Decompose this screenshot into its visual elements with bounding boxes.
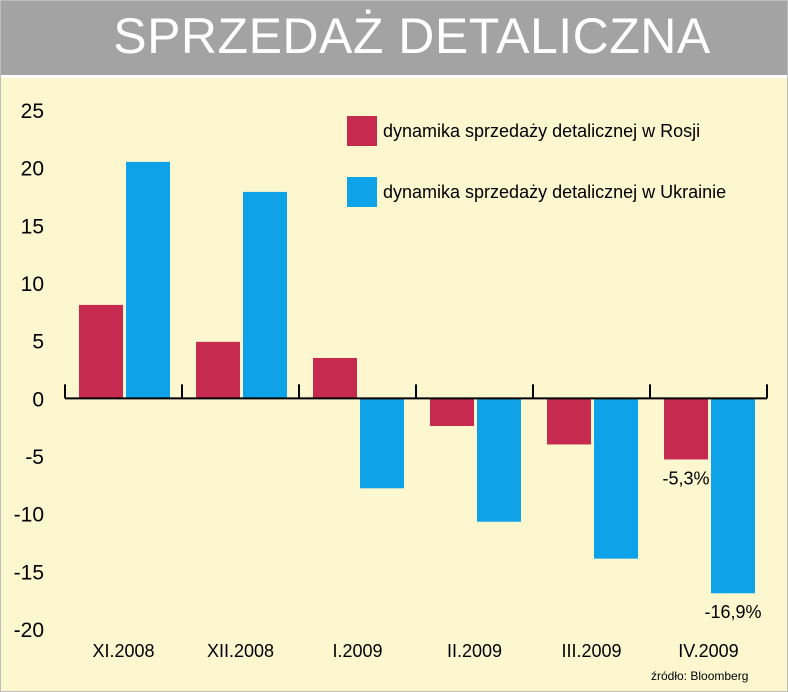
bar-ukraine: [360, 398, 404, 489]
bar-ukraine: [711, 398, 755, 594]
bar-russia: [664, 398, 708, 460]
bar-ukraine: [477, 398, 521, 522]
data-label: -16,9%: [704, 602, 761, 622]
y-tick-label: 20: [21, 158, 44, 181]
bar-ukraine: [594, 398, 638, 559]
x-tick-label: II.2009: [447, 641, 502, 661]
y-tick-label: 25: [21, 100, 44, 123]
bar-russia: [196, 341, 240, 399]
y-tick-label: 15: [21, 215, 44, 238]
bar-russia: [430, 398, 474, 427]
bar-russia: [313, 357, 357, 399]
legend-label-russia: dynamika sprzedaży detalicznej w Rosji: [383, 121, 701, 141]
x-tick-label: IV.2009: [678, 641, 738, 661]
y-tick-label: -5: [25, 446, 44, 469]
bar-ukraine: [126, 161, 170, 399]
bar-russia: [79, 304, 123, 399]
title-divider: [1, 75, 787, 78]
y-tick-label: -15: [14, 561, 44, 584]
chart-title: SPRZEDAŻ DETALICZNA: [113, 8, 711, 64]
x-tick-label: XII.2008: [207, 641, 274, 661]
y-tick-label: -10: [14, 504, 44, 527]
data-label: -5,3%: [662, 468, 709, 488]
x-tick-label: III.2009: [561, 641, 621, 661]
y-tick-label: 5: [32, 331, 44, 354]
y-tick-label: -20: [14, 619, 44, 642]
bar-ukraine: [243, 191, 287, 399]
source-note: źródło: Bloomberg: [651, 669, 749, 683]
legend-swatch-russia: [347, 116, 377, 146]
y-tick-label: 10: [21, 273, 44, 296]
x-tick-label: I.2009: [332, 641, 382, 661]
x-tick-label: XI.2008: [92, 641, 154, 661]
title-bar: SPRZEDAŻ DETALICZNA: [1, 1, 787, 75]
bar-russia: [547, 398, 591, 445]
legend-swatch-ukraine: [347, 177, 377, 207]
legend-label-ukraine: dynamika sprzedaży detalicznej w Ukraini…: [383, 182, 727, 202]
y-tick-label: 0: [32, 388, 44, 411]
